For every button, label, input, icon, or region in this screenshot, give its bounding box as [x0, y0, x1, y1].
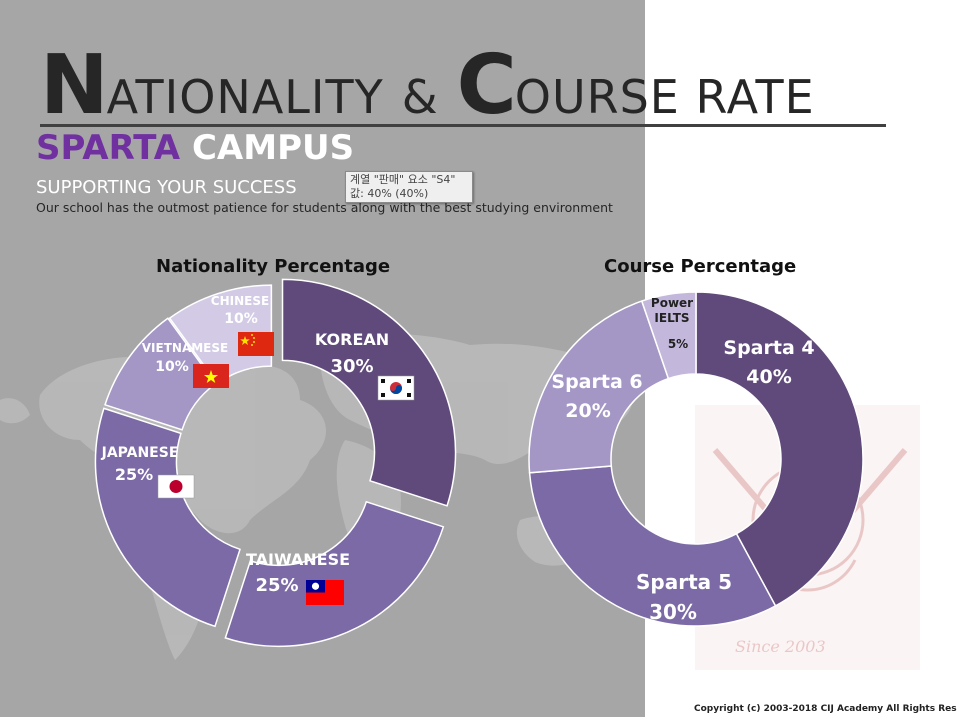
nationality-slice-vietnamese[interactable]	[104, 317, 217, 431]
title-underline	[40, 124, 886, 127]
course-label-sparta-5: Sparta 5	[636, 570, 732, 594]
course-slice-sparta-6[interactable]	[528, 300, 670, 474]
course-value-sparta-5: 30%	[649, 600, 697, 624]
svg-text:Since 2003: Since 2003	[735, 637, 826, 656]
page-title: NATIONALITY & COURSE RATE	[40, 38, 890, 133]
nationality-value-korean: 30%	[330, 356, 373, 377]
description-text: Our school has the outmost patience for …	[36, 200, 613, 215]
vietnam-flag-icon	[193, 364, 229, 388]
campus-heading: SPARTA CAMPUS	[36, 128, 354, 168]
course-slice-sparta-5[interactable]	[528, 465, 777, 627]
japan-flag-icon	[157, 474, 195, 499]
campus-heading-sparta: SPARTA	[36, 128, 181, 168]
tooltip-series-line: 계열 "판매" 요소 "S4"	[350, 173, 456, 186]
course-slice-power-ielts[interactable]	[640, 291, 697, 380]
course-chart-title: Course Percentage	[604, 256, 797, 277]
course-label-power-ielts: Power IELTS	[651, 296, 693, 325]
title-word-course-rate: OURSE RATE	[514, 70, 815, 124]
nationality-label-vietnamese: VIETNAMESE	[142, 341, 228, 355]
tagline: SUPPORTING YOUR SUCCESS	[36, 177, 297, 198]
nationality-value-japanese: 25%	[115, 465, 153, 484]
copyright-text: Copyright (c) 2003-2018 CIJ Academy All …	[694, 704, 957, 714]
nationality-label-chinese: CHINESE	[211, 294, 269, 308]
nationality-chart-title: Nationality Percentage	[156, 256, 391, 277]
tooltip-value-line: 값: 40% (40%)	[350, 187, 429, 200]
nationality-slice-korean[interactable]	[281, 278, 457, 507]
course-label-sparta-4: Sparta 4	[723, 337, 814, 359]
course-value-sparta-4: 40%	[746, 366, 791, 388]
south-korea-flag-icon	[377, 375, 415, 401]
china-flag-icon	[238, 332, 274, 356]
taiwan-flag-icon	[306, 580, 344, 605]
title-word-nationality: ATIONALITY	[106, 70, 384, 124]
campus-heading-campus: CAMPUS	[191, 128, 355, 168]
nationality-value-chinese: 10%	[224, 311, 258, 327]
nationality-value-vietnamese: 10%	[155, 359, 189, 375]
nationality-label-korean: KOREAN	[315, 330, 389, 349]
nationality-slice-taiwanese[interactable]	[224, 500, 445, 648]
nationality-label-taiwanese: TAIWANESE	[246, 550, 350, 569]
course-label-sparta-6: Sparta 6	[551, 371, 642, 393]
course-slice-sparta-4[interactable]	[695, 291, 864, 607]
nationality-slice-japanese[interactable]	[94, 407, 241, 628]
title-initial-n: N	[40, 38, 109, 133]
title-ampersand: &	[401, 70, 439, 124]
course-value-sparta-6: 20%	[565, 400, 610, 422]
course-value-power-ielts: 5%	[668, 337, 688, 351]
nationality-value-taiwanese: 25%	[255, 575, 298, 596]
nationality-slice-chinese[interactable]	[168, 284, 273, 385]
title-initial-c: C	[456, 38, 517, 133]
chart-tooltip: 계열 "판매" 요소 "S4" 값: 40% (40%)	[345, 171, 473, 203]
nationality-label-japanese: JAPANESE	[101, 445, 179, 461]
